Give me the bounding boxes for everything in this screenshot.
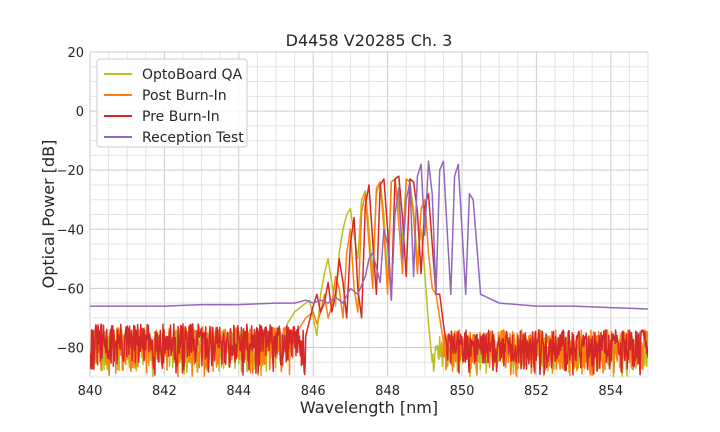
x-tick-labels: 840 842 844 846 848 850 852 854 <box>78 384 624 399</box>
series-reception-test <box>90 160 648 310</box>
legend-box <box>96 58 248 148</box>
y-tick-label: 20 <box>67 46 84 61</box>
series-line <box>90 175 648 376</box>
legend-entry: Post Burn-In <box>142 88 227 104</box>
series-pre-burn-in <box>90 175 648 376</box>
x-tick-label: 846 <box>301 384 326 399</box>
y-axis-label: Optical Power [dB] <box>39 140 58 289</box>
x-tick-label: 842 <box>152 384 177 399</box>
x-tick-label: 848 <box>375 384 400 399</box>
x-tick-label: 852 <box>524 384 549 399</box>
y-tick-label: −20 <box>57 164 84 179</box>
legend-entry: Reception Test <box>142 130 244 146</box>
y-tick-label: −60 <box>57 282 84 297</box>
series-layer <box>90 160 648 377</box>
y-tick-label: −40 <box>57 223 84 238</box>
x-tick-label: 850 <box>450 384 475 399</box>
x-tick-label: 844 <box>226 384 251 399</box>
series-line <box>90 160 648 310</box>
x-tick-label: 854 <box>598 384 623 399</box>
y-tick-labels: 20 0 −20 −40 −60 −80 <box>57 46 84 356</box>
y-tick-label: 0 <box>76 105 84 120</box>
x-tick-label: 840 <box>78 384 103 399</box>
legend-entry: Pre Burn-In <box>142 109 220 125</box>
x-axis-label: Wavelength [nm] <box>300 398 438 417</box>
legend: OptoBoard QA Post Burn-In Pre Burn-In Recep… <box>96 58 248 148</box>
y-tick-label: −80 <box>57 341 84 356</box>
legend-entry: OptoBoard QA <box>142 67 243 83</box>
chart-title: D4458 V20285 Ch. 3 <box>286 31 453 50</box>
